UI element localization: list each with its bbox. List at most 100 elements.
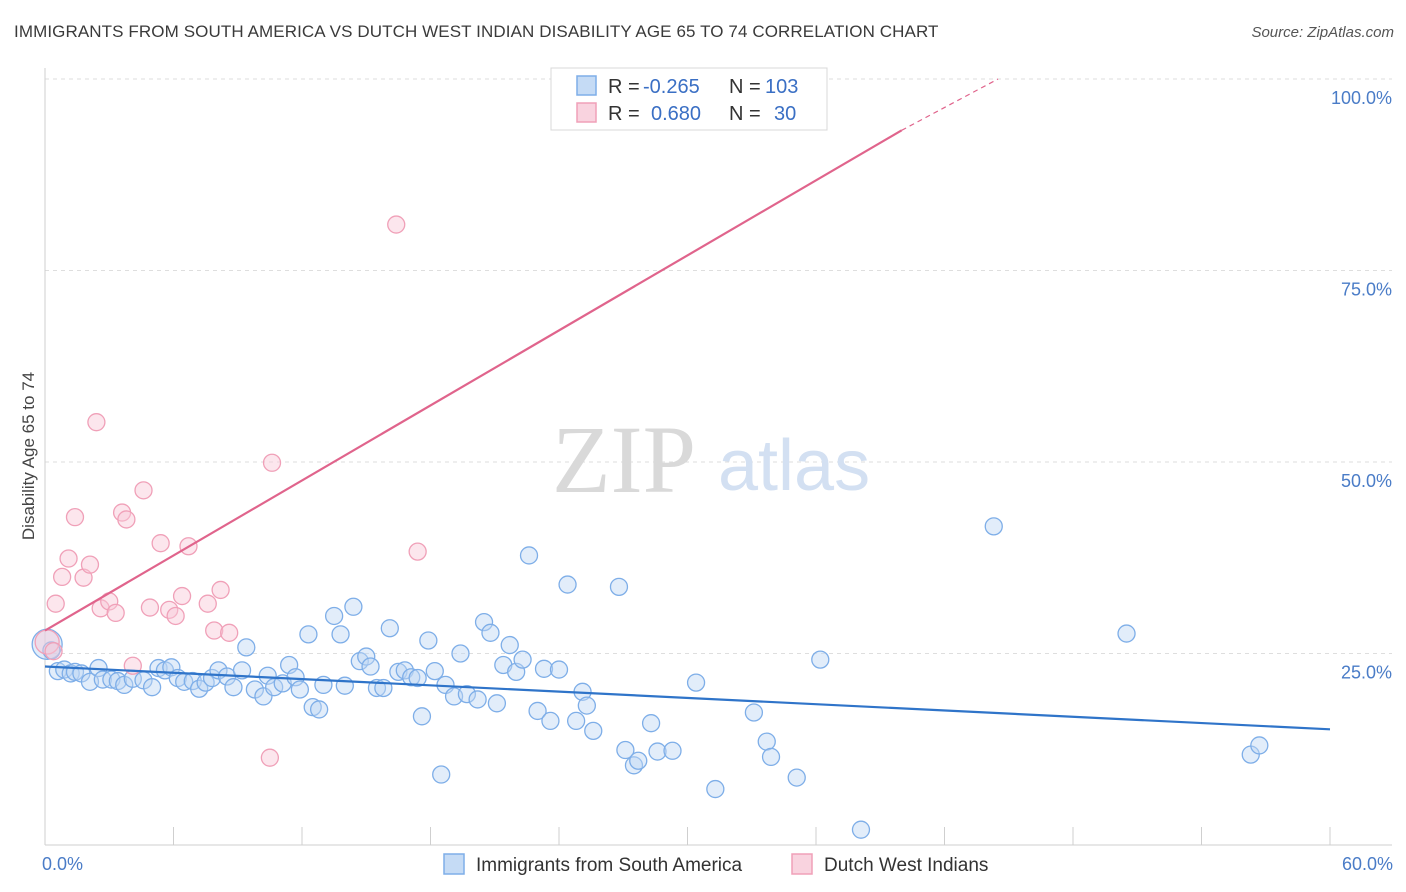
point-south-america-57 — [419, 631, 438, 650]
point-south-america-90 — [706, 779, 725, 799]
y-tick-label-3: 25.0% — [1341, 663, 1392, 683]
point-dutch-west-indian-29 — [408, 542, 427, 561]
point-dutch-west-indian-1 — [44, 642, 63, 661]
data-points — [31, 215, 1269, 839]
point-south-america-27 — [224, 678, 243, 697]
point-dutch-west-indian-5 — [65, 508, 85, 527]
point-south-america-37 — [290, 680, 310, 699]
point-dutch-west-indian-28 — [387, 215, 406, 234]
bottom-legend-swatch-blue — [443, 853, 465, 875]
point-south-america-51 — [380, 619, 399, 638]
point-south-america-83 — [616, 740, 635, 760]
point-dutch-west-indian-23 — [205, 621, 224, 640]
chart-source: Source: ZipAtlas.com — [1251, 24, 1394, 41]
point-south-america-15 — [142, 678, 162, 697]
point-south-america-66 — [481, 623, 500, 642]
legend-r-value-0: -0.265 — [643, 76, 700, 98]
legend-r-label-1: R = — [608, 103, 640, 125]
x-tick-label-0: 0.0% — [42, 854, 83, 874]
legend-n-value-0: 103 — [765, 76, 798, 98]
point-south-america-93 — [761, 747, 781, 767]
point-dutch-west-indian-17 — [151, 534, 170, 553]
point-south-america-40 — [309, 700, 329, 719]
legend-swatch-pink — [576, 102, 597, 123]
point-south-america-89 — [686, 673, 706, 692]
point-south-america-48 — [361, 657, 380, 676]
point-south-america-55 — [408, 668, 427, 688]
point-south-america-95 — [811, 650, 830, 669]
point-south-america-71 — [513, 650, 532, 669]
point-south-america-32 — [258, 666, 277, 685]
point-south-america-29 — [237, 638, 256, 657]
point-south-america-94 — [787, 768, 806, 787]
point-south-america-85 — [629, 751, 648, 770]
y-axis-label: Disability Age 65 to 74 — [19, 372, 38, 540]
point-south-america-91 — [744, 703, 764, 722]
point-south-america-87 — [648, 742, 667, 761]
point-south-america-63 — [457, 684, 477, 704]
grid-lines — [45, 78, 1392, 654]
point-south-america-88 — [663, 741, 682, 760]
legend-swatch-blue — [576, 75, 597, 96]
point-south-america-56 — [412, 707, 432, 726]
point-south-america-86 — [641, 714, 661, 733]
point-south-america-77 — [558, 575, 577, 594]
point-dutch-west-indian-2 — [46, 594, 65, 613]
point-south-america-81 — [584, 721, 603, 741]
point-south-america-97 — [984, 517, 1003, 536]
bottom-legend-label-1: Dutch West Indians — [824, 855, 988, 876]
point-south-america-76 — [549, 660, 569, 679]
point-south-america-69 — [500, 635, 519, 655]
point-dutch-west-indian-27 — [262, 453, 282, 472]
point-dutch-west-indian-13 — [117, 510, 136, 529]
legend-r-label-0: R = — [608, 76, 640, 98]
point-south-america-65 — [474, 612, 494, 632]
point-dutch-west-indian-20 — [172, 586, 192, 606]
axes — [44, 68, 1392, 846]
legend-r-value-1: 0.680 — [651, 103, 701, 125]
bottom-legend-swatch-pink — [791, 853, 813, 875]
chart-title: IMMIGRANTS FROM SOUTH AMERICA VS DUTCH W… — [14, 22, 939, 41]
point-south-america-98 — [1117, 624, 1136, 643]
point-south-america-43 — [331, 625, 350, 644]
watermark-zip: ZIP — [552, 406, 696, 513]
point-dutch-west-indian-8 — [87, 413, 106, 432]
point-dutch-west-indian-16 — [140, 598, 160, 617]
watermark: ZIP atlas — [552, 406, 870, 513]
watermark-atlas: atlas — [718, 426, 870, 506]
trend-line-dutch-west-indian — [44, 129, 903, 632]
point-south-america-82 — [609, 577, 629, 597]
legend-box — [550, 67, 828, 131]
legend: R = -0.265 N = 103 R = 0.680 N = 30 — [550, 67, 828, 131]
x-tick-label-1: 60.0% — [1342, 854, 1393, 874]
y-tick-label-0: 100.0% — [1331, 88, 1392, 108]
legend-n-label-1: N = — [729, 103, 761, 125]
point-south-america-54 — [402, 668, 421, 687]
point-dutch-west-indian-22 — [198, 594, 217, 613]
y-tick-label-1: 75.0% — [1341, 280, 1392, 300]
point-dutch-west-indian-4 — [59, 549, 78, 568]
point-south-america-67 — [487, 694, 507, 713]
point-south-america-73 — [528, 701, 547, 721]
point-dutch-west-indian-26 — [260, 748, 280, 767]
trend-line-south-america — [44, 665, 1331, 731]
point-dutch-west-indian-15 — [134, 481, 153, 500]
point-south-america-44 — [335, 676, 354, 695]
point-south-america-92 — [757, 732, 776, 751]
point-south-america-42 — [324, 606, 344, 626]
point-south-america-28 — [232, 661, 252, 680]
point-south-america-45 — [344, 597, 363, 616]
trend-lines — [44, 78, 1331, 731]
point-south-america-47 — [357, 647, 376, 666]
legend-n-label-0: N = — [729, 76, 761, 98]
point-south-america-78 — [566, 711, 586, 731]
point-dutch-west-indian-3 — [52, 567, 72, 587]
point-south-america-72 — [519, 546, 539, 565]
point-south-america-59 — [432, 765, 451, 784]
legend-n-value-1: 30 — [774, 103, 796, 125]
point-south-america-58 — [425, 661, 444, 681]
point-south-america-96 — [851, 820, 871, 839]
point-dutch-west-indian-25 — [220, 623, 239, 642]
point-south-america-80 — [577, 696, 596, 715]
